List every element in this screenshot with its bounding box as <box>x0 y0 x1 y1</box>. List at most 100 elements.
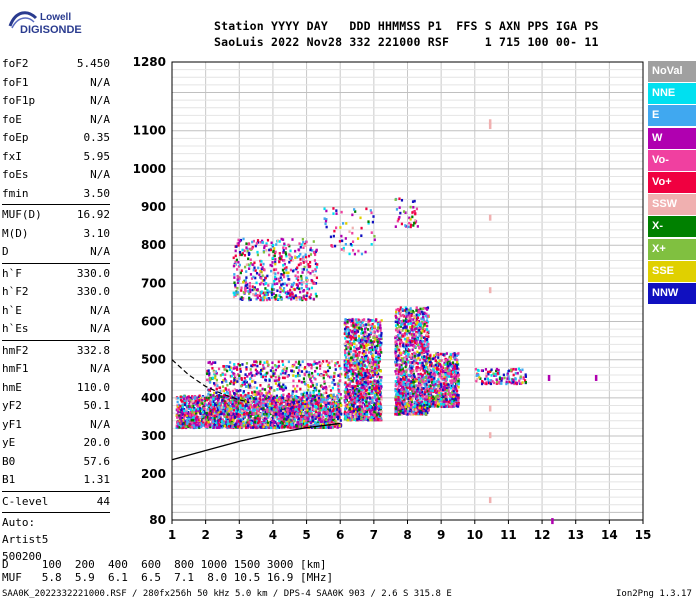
data-point <box>416 362 420 365</box>
data-point <box>260 412 264 416</box>
data-point <box>402 326 405 330</box>
data-point <box>284 397 287 400</box>
data-point <box>312 416 316 420</box>
data-point <box>365 366 369 370</box>
data-point <box>233 377 236 380</box>
data-point <box>280 387 283 391</box>
data-point <box>420 364 423 367</box>
data-point <box>366 376 369 379</box>
data-point <box>176 400 179 404</box>
param-key: B0 <box>2 454 16 468</box>
data-point <box>223 394 226 397</box>
data-point <box>254 420 257 424</box>
data-point <box>182 422 185 425</box>
data-point <box>178 419 181 422</box>
data-point <box>176 396 179 400</box>
data-point <box>364 351 367 354</box>
data-point <box>218 405 221 409</box>
data-point <box>257 420 261 423</box>
data-point <box>270 411 273 415</box>
data-point <box>326 409 329 413</box>
data-point <box>344 356 348 359</box>
data-point <box>284 371 287 375</box>
data-point <box>380 395 383 399</box>
data-point <box>234 379 237 382</box>
data-point <box>353 342 356 346</box>
data-point <box>363 345 366 348</box>
data-point <box>306 408 309 412</box>
data-point <box>208 388 211 392</box>
data-point <box>292 400 295 403</box>
auto-scaling-line: 500200 <box>2 550 42 563</box>
data-point <box>362 392 366 395</box>
data-point <box>334 368 337 371</box>
data-point <box>327 422 330 426</box>
data-point <box>309 391 312 395</box>
data-point <box>259 370 262 374</box>
data-point <box>351 386 354 390</box>
data-point <box>227 415 230 419</box>
data-point <box>205 378 209 382</box>
data-point <box>314 417 317 420</box>
data-point <box>281 422 284 425</box>
data-point <box>268 392 271 395</box>
data-point <box>365 379 368 383</box>
data-point <box>336 361 339 364</box>
data-point <box>356 365 359 368</box>
data-point <box>254 408 258 412</box>
data-point <box>354 334 357 338</box>
data-point <box>347 359 351 362</box>
data-point <box>302 423 305 427</box>
data-point <box>280 402 283 405</box>
data-point <box>418 327 421 330</box>
data-point <box>318 367 322 370</box>
data-point <box>236 380 239 383</box>
data-point <box>231 422 234 425</box>
data-point <box>352 370 355 374</box>
data-point <box>369 331 373 335</box>
data-point <box>368 361 371 364</box>
data-point <box>291 425 294 429</box>
data-point <box>348 357 351 360</box>
data-point <box>261 416 264 420</box>
data-point <box>216 418 219 422</box>
data-point <box>219 373 222 377</box>
data-point <box>352 349 355 353</box>
data-point <box>394 372 398 376</box>
data-point <box>379 382 382 386</box>
data-point <box>323 421 326 425</box>
data-point <box>246 412 249 415</box>
data-point <box>348 352 351 356</box>
data-point <box>343 368 346 372</box>
data-point <box>373 345 377 349</box>
header-labels: Station YYYY DAY DDD HHMMSS P1 FFS S AXN… <box>214 19 599 33</box>
data-point <box>199 415 202 419</box>
data-point <box>379 410 382 414</box>
data-point <box>362 412 365 416</box>
data-point <box>190 404 193 408</box>
data-point <box>366 358 370 361</box>
data-point <box>296 374 300 378</box>
data-point <box>315 386 318 389</box>
data-point <box>241 404 244 407</box>
data-point <box>212 426 216 429</box>
data-point <box>236 415 239 418</box>
data-point <box>202 397 206 401</box>
data-point <box>407 351 410 354</box>
data-point <box>197 402 200 406</box>
data-point <box>292 384 295 388</box>
data-point <box>185 401 188 405</box>
data-point <box>238 426 242 429</box>
data-point <box>232 408 236 412</box>
data-point <box>182 397 185 401</box>
data-point <box>292 370 295 373</box>
data-point <box>229 366 232 370</box>
data-point <box>259 384 262 387</box>
data-point <box>359 376 362 379</box>
data-point <box>278 384 281 388</box>
data-point <box>263 367 267 370</box>
data-point <box>346 340 349 344</box>
data-point <box>333 383 336 386</box>
data-point <box>203 411 207 415</box>
